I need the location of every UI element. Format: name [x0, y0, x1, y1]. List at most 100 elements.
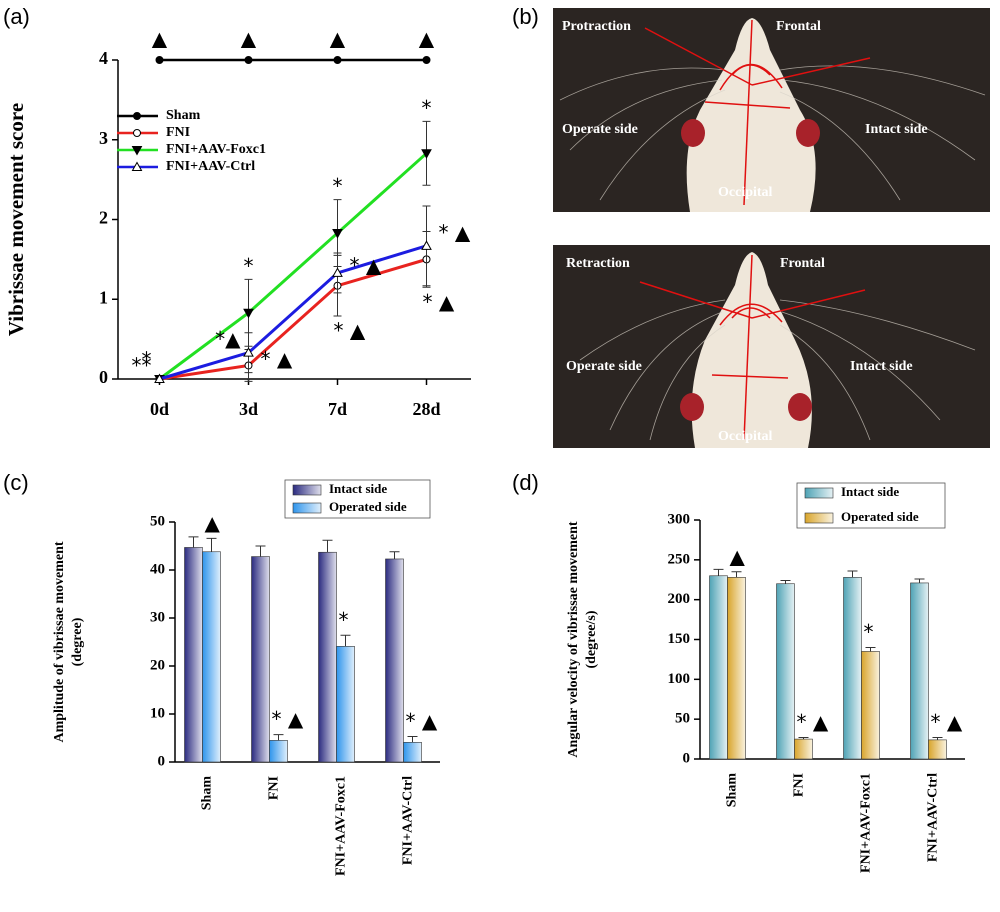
error-bar: [322, 539, 333, 553]
bar: [794, 738, 813, 760]
bar: [727, 577, 746, 760]
y-tick-label: 100: [668, 671, 691, 687]
point: [243, 347, 254, 357]
photo-label: Occipital: [718, 185, 773, 200]
error-bar: [389, 551, 400, 559]
bar: [251, 556, 270, 763]
bar: [403, 742, 422, 763]
legend-marker: [133, 112, 141, 120]
significance-mark: ▲: [205, 511, 221, 535]
y-tick-label: 4: [99, 48, 108, 68]
y-tick-label: 20: [150, 657, 165, 673]
y-tick-label: 0: [99, 367, 108, 387]
significance-mark: * ▲: [272, 707, 304, 731]
significance-mark: * ▲: [931, 710, 963, 734]
x-tick-label: FNI+AAV-Foxc1: [859, 773, 874, 873]
photo-label: Intact side: [865, 122, 928, 137]
y-tick-label: 1: [99, 287, 108, 307]
error-bar: [407, 736, 418, 743]
point: [332, 229, 343, 239]
significance-mark: *: [244, 254, 254, 278]
significance-mark: *: [142, 348, 152, 372]
point: [421, 149, 432, 159]
x-tick-label: 7d: [328, 399, 347, 419]
error-bar: [188, 536, 199, 548]
legend-marker: [133, 129, 141, 137]
bar: [184, 547, 203, 763]
photo-label: Retraction: [566, 256, 630, 271]
significance-mark: *▲: [215, 327, 241, 351]
point: [421, 240, 432, 250]
y-tick-label: 10: [150, 705, 165, 721]
y-tick-label: 30: [150, 609, 165, 625]
legend-swatch: [292, 484, 322, 496]
photo: Protraction Frontal Operate side Intact …: [553, 8, 990, 212]
legend-swatch: [804, 512, 834, 524]
panel-label: (a): [3, 4, 30, 29]
significance-mark: *: [339, 608, 349, 632]
x-tick-label: FNI+AAV-Foxc1: [334, 776, 349, 876]
y-tick-label: 2: [99, 208, 108, 228]
error-bar: [206, 537, 217, 552]
photo-label: Operate side: [566, 359, 642, 374]
bar: [202, 551, 221, 763]
photo-label: Occipital: [718, 429, 773, 444]
panel-label: (c): [3, 470, 29, 495]
series-line: [158, 152, 428, 381]
y-tick-label: 40: [150, 561, 165, 577]
point: [332, 267, 343, 277]
x-tick-label: FNI+AAV-Ctrl: [401, 776, 416, 865]
point: [154, 373, 165, 383]
significance-mark: ▲: [419, 27, 435, 51]
bar: [385, 558, 404, 763]
error-bar: [731, 571, 742, 578]
point: [243, 308, 254, 319]
y-axis-label: (degree): [70, 617, 85, 666]
error-bar: [780, 580, 791, 584]
panel-label: (d): [512, 470, 539, 495]
legend-label: Intact side: [841, 484, 899, 499]
x-tick-label: FNI: [792, 773, 807, 797]
series-line: [159, 257, 427, 381]
error-bar: [865, 646, 876, 652]
bar: [269, 740, 288, 763]
significance-mark: * ▲: [406, 709, 438, 733]
photo-label: Intact side: [850, 359, 913, 374]
legend-swatch: [804, 487, 834, 499]
error-bar: [798, 736, 809, 740]
error-bar: [255, 545, 266, 557]
bar: [910, 582, 929, 760]
significance-mark: **: [132, 354, 152, 378]
x-tick-label: Sham: [200, 776, 215, 811]
bar: [843, 577, 862, 760]
legend-swatch: [292, 502, 322, 514]
y-tick-label: 0: [683, 750, 691, 766]
series-line: [159, 244, 427, 381]
photo-label: Operate side: [562, 122, 638, 137]
legend-label: Operated side: [329, 499, 407, 514]
significance-mark: * ▲: [439, 220, 471, 244]
y-tick-label: 50: [150, 513, 165, 529]
bar: [776, 583, 795, 760]
significance-mark: ▲: [152, 27, 168, 51]
legend-label: FNI+AAV-Ctrl: [166, 159, 255, 174]
legend-marker: [131, 161, 143, 171]
x-tick-label: 28d: [412, 399, 440, 419]
x-tick-label: 0d: [150, 399, 169, 419]
error-bar: [713, 568, 724, 576]
error-bar: [847, 570, 858, 578]
point: [155, 56, 164, 64]
x-tick-label: FNI+AAV-Ctrl: [926, 773, 941, 862]
significance-mark: ▲: [241, 27, 257, 51]
y-tick-label: 150: [668, 631, 691, 647]
y-tick-label: 200: [668, 591, 691, 607]
y-axis-label: Vibrissae movement score: [4, 103, 28, 336]
legend-marker: [131, 146, 143, 156]
photo: Retraction Frontal Operate side Intact s…: [553, 245, 990, 448]
photo-label: Frontal: [776, 19, 821, 34]
y-tick-label: 3: [99, 128, 108, 148]
significance-mark: * ▲: [797, 710, 829, 734]
legend-label: FNI+AAV-Foxc1: [166, 142, 266, 157]
y-tick-label: 250: [668, 551, 691, 567]
